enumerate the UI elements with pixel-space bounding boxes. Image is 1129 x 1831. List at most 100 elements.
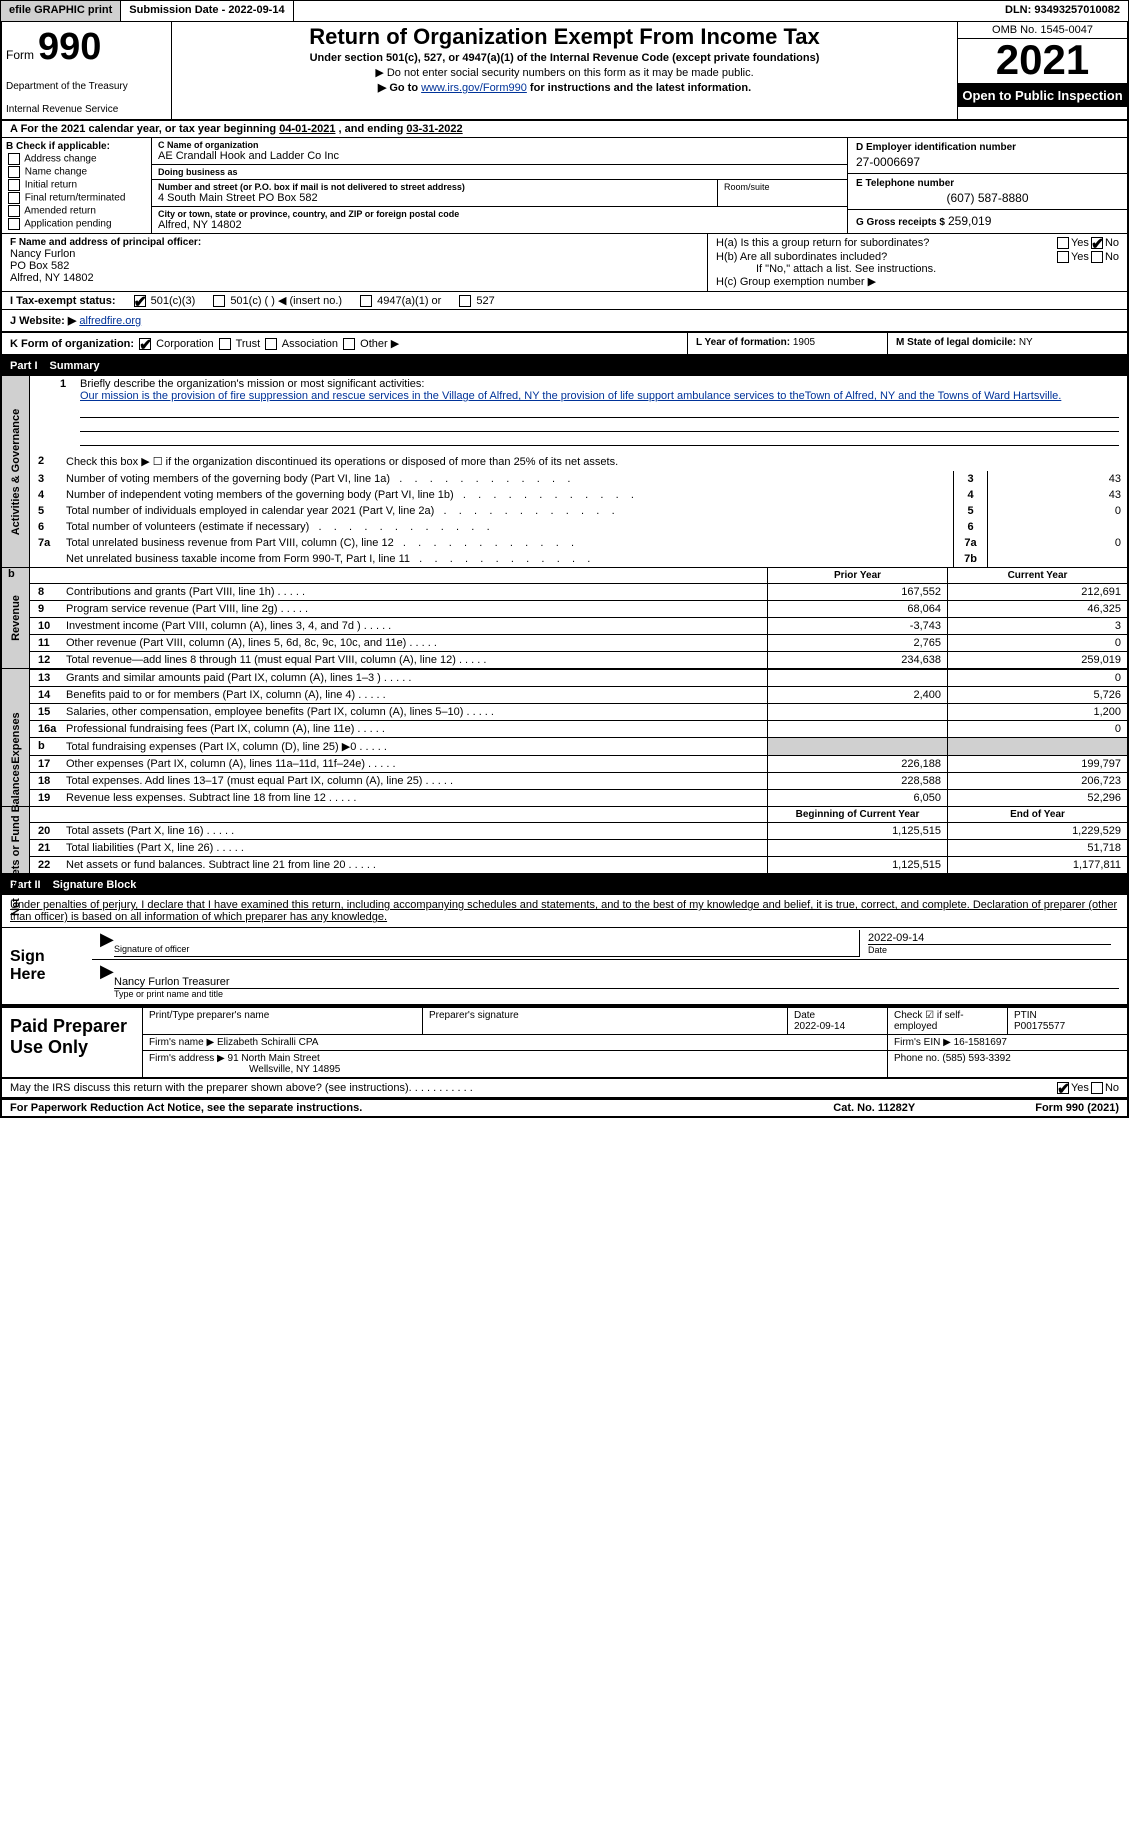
preparer-name-label: Print/Type preparer's name [149, 1010, 416, 1021]
discuss-yes[interactable] [1057, 1082, 1069, 1094]
chk-501c3[interactable] [134, 295, 146, 307]
taxyear-begin: 04-01-2021 [279, 123, 335, 135]
ein-value: 27-0006697 [856, 155, 1119, 169]
dba-label: Doing business as [158, 167, 841, 177]
summary-row: 4Number of independent voting members of… [30, 487, 1127, 503]
money-row: bTotal fundraising expenses (Part IX, co… [30, 737, 1127, 755]
side-revenue: Revenue [2, 568, 30, 668]
irs-link[interactable]: www.irs.gov/Form990 [421, 82, 527, 94]
ptin-label: PTIN [1014, 1010, 1121, 1021]
hc-label: H(c) Group exemption number ▶ [716, 275, 1119, 288]
paid-preparer-block: Paid Preparer Use Only Print/Type prepar… [0, 1006, 1129, 1079]
money-row: 17Other expenses (Part IX, column (A), l… [30, 755, 1127, 772]
chk-corporation[interactable] [139, 338, 151, 350]
box-m: M State of legal domicile: NY [887, 333, 1127, 354]
website-link[interactable]: alfredfire.org [79, 315, 141, 327]
spacer [294, 1, 997, 21]
goto-prefix: ▶ Go to [378, 82, 421, 94]
hb-note: If "No," attach a list. See instructions… [756, 263, 1119, 275]
tax-year-row: A For the 2021 calendar year, or tax yea… [0, 119, 1129, 138]
efile-print-button[interactable]: efile GRAPHIC print [1, 1, 121, 21]
footer-right: Form 990 (2021) [1035, 1102, 1119, 1114]
ha-yes[interactable] [1057, 237, 1069, 249]
preparer-sig-label: Preparer's signature [429, 1010, 781, 1021]
street-label: Number and street (or P.O. box if mail i… [158, 182, 711, 192]
hb-yes[interactable] [1057, 251, 1069, 263]
chk-527[interactable] [459, 295, 471, 307]
taxyear-end: 03-31-2022 [406, 123, 462, 135]
form-word: Form [6, 48, 34, 62]
form-title: Return of Organization Exempt From Incom… [176, 24, 953, 50]
firm-addr1: 91 North Main Street [228, 1053, 320, 1064]
mission-text: Our mission is the provision of fire sup… [80, 390, 1061, 402]
chk-application-pending[interactable]: Application pending [6, 218, 147, 230]
f-h-row: F Name and address of principal officer:… [0, 234, 1129, 292]
money-row: 22Net assets or fund balances. Subtract … [30, 856, 1127, 873]
signature-date: 2022-09-14 Date [859, 930, 1119, 957]
tax-year: 2021 [958, 39, 1127, 84]
chk-501c[interactable] [213, 295, 225, 307]
chk-initial-return[interactable]: Initial return [6, 179, 147, 191]
chk-amended-return[interactable]: Amended return [6, 205, 147, 217]
self-employed-check[interactable]: Check ☑ if self-employed [887, 1008, 1007, 1034]
money-row: 15Salaries, other compensation, employee… [30, 703, 1127, 720]
ha-label: H(a) Is this a group return for subordin… [716, 237, 1055, 249]
dept-irs: Internal Revenue Service [6, 104, 167, 115]
box-l: L Year of formation: 1905 [687, 333, 887, 354]
header-right: OMB No. 1545-0047 2021 Open to Public In… [957, 22, 1127, 119]
phone-value: (607) 587-8880 [856, 191, 1119, 205]
name-title-field: Nancy Furlon Treasurer Type or print nam… [114, 962, 1119, 999]
officer-addr2: Alfred, NY 14802 [10, 272, 699, 284]
part-2-title: Signature Block [53, 879, 137, 891]
form-note-1: ▶ Do not enter social security numbers o… [176, 66, 953, 79]
dept-treasury: Department of the Treasury [6, 81, 167, 92]
footer-mid: Cat. No. 11282Y [833, 1102, 915, 1114]
city-label: City or town, state or province, country… [158, 209, 841, 219]
box-b: B Check if applicable: Address change Na… [2, 138, 152, 233]
summary-row: 6Total number of volunteers (estimate if… [30, 519, 1127, 535]
line-1: 1 Briefly describe the organization's mi… [30, 376, 1127, 404]
part-1-num: Part I [10, 360, 38, 372]
money-row: 18Total expenses. Add lines 13–17 (must … [30, 772, 1127, 789]
arrow-icon: ▶ [100, 930, 114, 957]
col-begin-year: Beginning of Current Year [767, 807, 947, 822]
col-current-year: Current Year [947, 568, 1127, 583]
chk-association[interactable] [265, 338, 277, 350]
top-bar: efile GRAPHIC print Submission Date - 20… [0, 0, 1129, 22]
money-row: 9Program service revenue (Part VIII, lin… [30, 600, 1127, 617]
chk-name-change[interactable]: Name change [6, 166, 147, 178]
sign-here-block: Sign Here ▶ Signature of officer 2022-09… [0, 927, 1129, 1006]
hb-no[interactable] [1091, 251, 1103, 263]
signature-intro: Under penalties of perjury, I declare th… [0, 895, 1129, 927]
money-row: 20Total assets (Part X, line 16) . . . .… [30, 822, 1127, 839]
side-net-assets: Net Assets or Fund Balances [2, 807, 30, 873]
street-value: 4 South Main Street PO Box 582 [158, 192, 711, 204]
summary-row: 3Number of voting members of the governi… [30, 471, 1127, 487]
chk-4947[interactable] [360, 295, 372, 307]
chk-other[interactable] [343, 338, 355, 350]
signature-officer-field[interactable]: Signature of officer [114, 930, 859, 957]
discuss-no[interactable] [1091, 1082, 1103, 1094]
chk-trust[interactable] [219, 338, 231, 350]
section-expenses: Expenses 13Grants and similar amounts pa… [0, 669, 1129, 807]
ein-label: D Employer identification number [856, 142, 1119, 153]
ha-no[interactable] [1091, 237, 1103, 249]
taxexempt-label: I Tax-exempt status: [10, 295, 116, 307]
blank-line [80, 432, 1119, 446]
open-public-badge: Open to Public Inspection [958, 84, 1127, 107]
chk-final-return[interactable]: Final return/terminated [6, 192, 147, 204]
chk-address-change[interactable]: Address change [6, 153, 147, 165]
preparer-date: 2022-09-14 [794, 1021, 881, 1032]
firm-ein: 16-1581697 [954, 1037, 1007, 1048]
identity-block: B Check if applicable: Address change Na… [0, 138, 1129, 234]
summary-row: 7aTotal unrelated business revenue from … [30, 535, 1127, 551]
form-header: Form 990 Department of the Treasury Inte… [0, 22, 1129, 119]
firm-phone-label: Phone no. [894, 1053, 940, 1064]
firm-addr-label: Firm's address ▶ [149, 1053, 225, 1064]
form-990: 990 [38, 26, 101, 69]
money-row: 13Grants and similar amounts paid (Part … [30, 669, 1127, 686]
blank-line [80, 404, 1119, 418]
section-activities: Activities & Governance 1 Briefly descri… [0, 376, 1129, 568]
org-name-label: C Name of organization [158, 140, 841, 150]
line-2: 2Check this box ▶ ☐ if the organization … [30, 452, 1127, 471]
